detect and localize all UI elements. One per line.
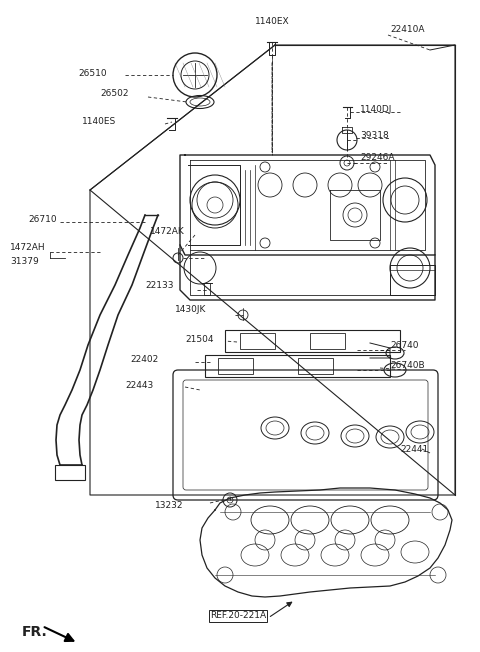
Bar — [310, 333, 345, 349]
Text: 1472AH: 1472AH — [10, 243, 46, 252]
Text: REF.20-221A: REF.20-221A — [210, 612, 266, 621]
Text: FR.: FR. — [22, 625, 48, 639]
Text: 1140ES: 1140ES — [82, 117, 116, 125]
Text: 22441: 22441 — [400, 445, 428, 454]
Bar — [218, 358, 253, 374]
Text: 22133: 22133 — [145, 280, 173, 289]
Text: 26710: 26710 — [28, 216, 57, 224]
Text: 1140EX: 1140EX — [255, 18, 289, 27]
Text: 26740B: 26740B — [390, 361, 425, 370]
Text: 22443: 22443 — [125, 381, 153, 389]
Text: 31379: 31379 — [10, 258, 39, 267]
Text: 1472AK: 1472AK — [150, 228, 185, 237]
Text: 22402: 22402 — [130, 355, 158, 364]
Bar — [298, 358, 333, 374]
Text: 39318: 39318 — [360, 130, 389, 140]
Bar — [55, 465, 85, 480]
Bar — [240, 333, 275, 349]
Text: 26502: 26502 — [100, 89, 129, 98]
Text: 1140DJ: 1140DJ — [360, 106, 392, 115]
Text: 29246A: 29246A — [360, 153, 395, 162]
Bar — [205, 355, 390, 377]
Text: 26510: 26510 — [78, 68, 107, 78]
Text: 21504: 21504 — [185, 336, 214, 344]
Text: 22410A: 22410A — [390, 25, 424, 35]
Text: 26740: 26740 — [390, 340, 419, 349]
Text: 1430JK: 1430JK — [175, 306, 206, 314]
Bar — [225, 330, 400, 352]
Text: 13232: 13232 — [155, 501, 183, 509]
